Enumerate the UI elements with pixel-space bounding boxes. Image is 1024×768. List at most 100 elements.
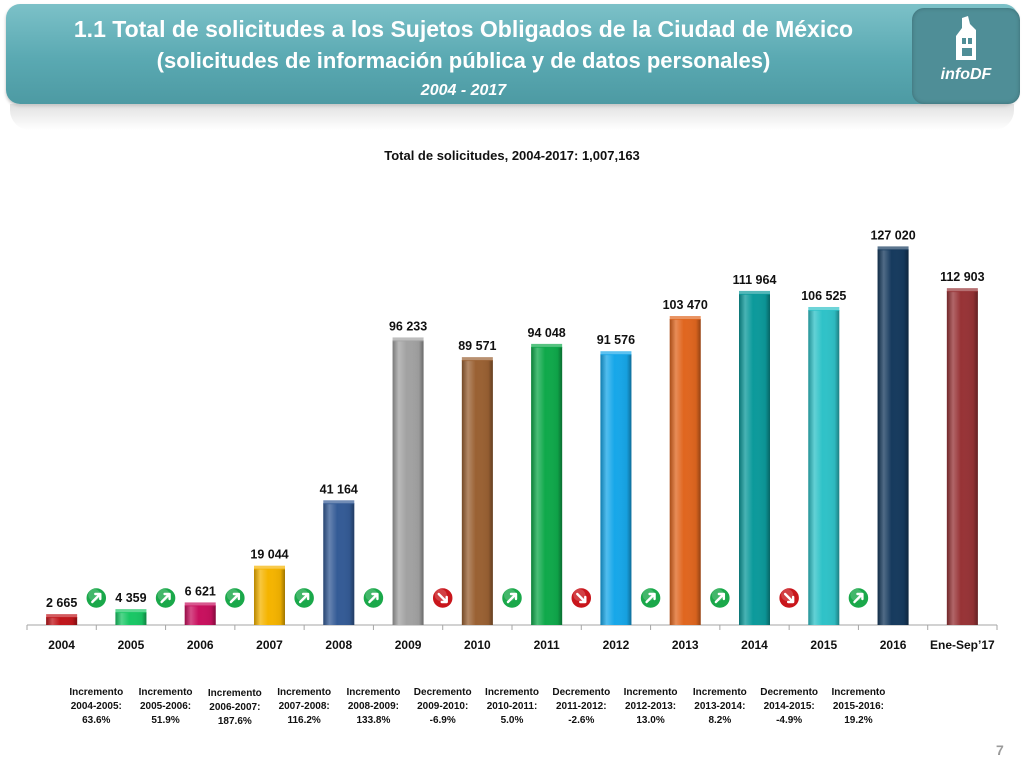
data-label: 111 964 <box>733 273 777 287</box>
change-range: 2014-2015: <box>763 701 815 712</box>
infodf-logo: infoDF <box>912 8 1020 104</box>
change-range: 2010-2011: <box>486 701 538 712</box>
bar-shine <box>323 503 355 625</box>
x-tick-label: 2009 <box>395 638 422 652</box>
change-label: Decremento 2009-2010: -6.9% <box>408 686 478 728</box>
change-kind: Incremento <box>138 687 193 698</box>
arrow-up-icon <box>368 592 379 604</box>
change-label: Decremento 2014-2015: -4.9% <box>754 686 824 728</box>
page-title: 1.1 Total de solicitudes a los Sujetos O… <box>73 16 854 42</box>
bar-shine <box>808 309 840 625</box>
x-tick-label: 2012 <box>603 638 630 652</box>
arrow-up-icon <box>714 592 726 604</box>
change-range: 2012-2013: <box>624 701 677 712</box>
bar-shine <box>115 612 147 625</box>
arrow-down-icon <box>783 592 795 604</box>
bar-cap <box>600 351 632 356</box>
arrow-up-icon <box>160 592 171 604</box>
bar-shine <box>254 568 285 625</box>
x-tick-label: 2008 <box>325 638 352 652</box>
cdmx-emblem-icon <box>956 16 976 60</box>
x-tick-label: 2006 <box>187 638 214 652</box>
x-tick-label: 2016 <box>880 638 907 652</box>
change-label: Decremento 2011-2012: -2.6% <box>546 686 616 728</box>
x-tick-label: 2011 <box>534 638 560 652</box>
arrow-up-icon <box>229 592 241 604</box>
change-label: Incremento 2013-2014: 8.2% <box>685 686 755 728</box>
bar-shine <box>946 291 978 625</box>
page-number: 7 <box>996 742 1004 758</box>
change-label: Incremento 2006-2007: 187.6% <box>200 687 270 729</box>
bar-shine <box>461 360 493 625</box>
change-pct: -4.9% <box>776 715 803 726</box>
arrow-up-icon <box>853 592 864 604</box>
change-kind: Incremento <box>831 687 886 698</box>
change-kind: Decremento <box>552 687 611 698</box>
data-label: 4 359 <box>115 591 146 605</box>
data-label: 127 020 <box>870 228 915 242</box>
data-label: 6 621 <box>185 584 216 598</box>
change-pct: 116.2% <box>287 715 321 726</box>
arrow-up-icon <box>298 592 310 604</box>
x-tick-label: 2013 <box>672 638 699 652</box>
change-kind: Incremento <box>207 688 262 699</box>
x-tick-label: 2007 <box>256 638 283 652</box>
change-range: 2009-2010: <box>417 701 469 712</box>
bar-shine <box>669 319 701 625</box>
change-kind: Incremento <box>485 687 539 698</box>
bar-cap <box>669 316 701 321</box>
x-tick-label: 2010 <box>464 638 491 652</box>
change-pct: 5.0% <box>500 715 524 726</box>
change-pct: -2.6% <box>568 715 595 726</box>
change-range: 2011-2012: <box>555 701 607 712</box>
page-subtitle: (solicitudes de información pública y de… <box>156 48 771 73</box>
change-label: Incremento 2008-2009: 133.8% <box>338 686 408 728</box>
chart-title: Total de solicitudes, 2004-2017: 1,007,1… <box>384 148 640 163</box>
data-label: 103 470 <box>663 298 708 312</box>
bar-shine <box>739 293 770 625</box>
change-pct: 19.2% <box>844 715 873 726</box>
change-kind: Incremento <box>623 687 678 698</box>
bar-shine <box>877 249 909 625</box>
data-label: 19 044 <box>250 548 288 562</box>
bar-cap <box>946 288 978 293</box>
bar-cap <box>877 246 909 251</box>
bar-shine <box>600 354 632 625</box>
change-pct: 63.6% <box>82 715 111 726</box>
change-label: Incremento 2007-2008: 116.2% <box>269 686 339 728</box>
arrow-up-icon <box>645 592 656 604</box>
x-tick-label: 2015 <box>810 638 837 652</box>
arrow-up-icon <box>506 592 518 604</box>
change-range: 2015-2016: <box>832 701 884 712</box>
change-range: 2004-2005: <box>70 701 122 712</box>
x-tick-label: 2005 <box>118 638 145 652</box>
change-range: 2008-2009: <box>347 701 399 712</box>
bar-cap <box>46 614 78 619</box>
change-pct: 51.9% <box>151 715 180 726</box>
change-label: Incremento 2010-2011: 5.0% <box>477 686 547 728</box>
bar-cap <box>115 609 147 614</box>
change-range: 2005-2006: <box>139 701 192 712</box>
period-label: 2004 - 2017 <box>420 82 507 99</box>
change-pct: -6.9% <box>429 715 456 726</box>
data-label: 91 576 <box>597 333 635 347</box>
data-label: 41 164 <box>320 482 358 496</box>
change-kind: Decremento <box>413 687 472 698</box>
change-range: 2007-2008: <box>278 701 330 712</box>
bar-cap <box>531 343 563 348</box>
bar-cap <box>808 306 840 311</box>
arrow-up-icon <box>91 592 102 604</box>
bar-shine <box>392 340 424 625</box>
change-pct: 187.6% <box>217 716 252 727</box>
change-label: Incremento 2005-2006: 51.9% <box>131 686 201 728</box>
change-label: Incremento 2004-2005: 63.6% <box>61 686 131 728</box>
change-pct: 8.2% <box>708 715 732 726</box>
change-pct: 13.0% <box>636 715 665 726</box>
data-label: 106 525 <box>801 289 846 303</box>
bar-cap <box>461 357 493 362</box>
header-shadow <box>10 104 1014 130</box>
data-label: 89 571 <box>458 339 496 353</box>
bar-cap <box>184 602 216 607</box>
x-tick-label: 2004 <box>48 638 75 652</box>
header-banner: 1.1 Total de solicitudes a los Sujetos O… <box>6 4 1020 104</box>
